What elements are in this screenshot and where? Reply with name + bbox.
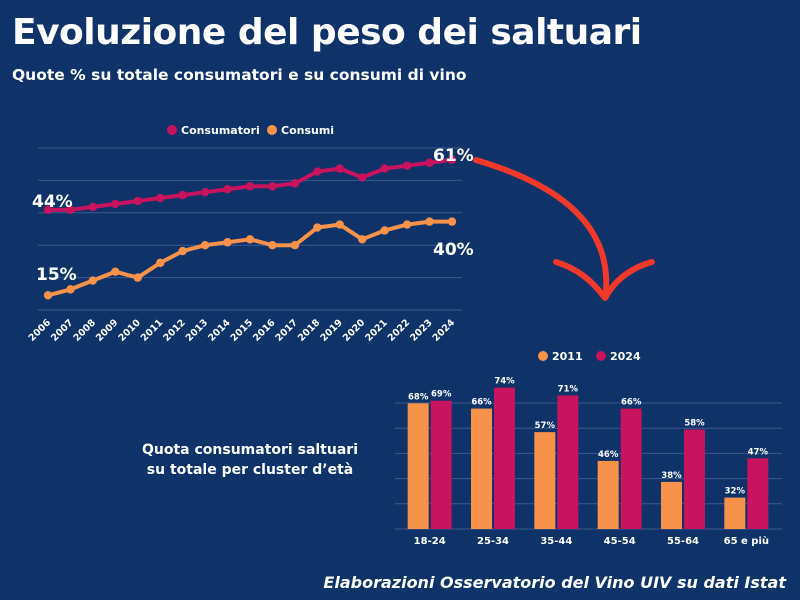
data-point-consumi-2022 <box>402 220 412 229</box>
legend-label-consumatori: Consumatori <box>181 124 260 137</box>
bar-2011-45-54 <box>597 460 619 529</box>
legend-swatch-2024 <box>596 351 606 361</box>
bar-chart-bars: 68% 69% 66% 74% 57% 71% 46% 66% 38% 58% 32% 47% <box>407 377 769 529</box>
data-point-consumatori-2022 <box>402 161 412 170</box>
data-point-consumatori-2009 <box>111 199 120 209</box>
data-point-consumi-2024 <box>447 217 457 226</box>
bar-2011-65 e più <box>724 497 746 529</box>
bar-value-label: 46% <box>598 450 619 460</box>
bar-value-label: 74% <box>494 377 515 387</box>
bar-2011-35-44 <box>534 432 556 529</box>
data-point-consumatori-2013 <box>200 187 210 197</box>
bar-value-label: 68% <box>408 392 429 402</box>
bar-2011-55-64 <box>661 481 682 529</box>
bar-value-label: 66% <box>471 398 492 408</box>
legend-swatch-consumatori <box>167 125 177 135</box>
page-subtitle: Quote % su totale consumatori e su consu… <box>12 66 467 84</box>
legend-swatch-2011 <box>538 351 548 361</box>
line-chart-series <box>43 155 457 300</box>
legend-label-consumi: Consumi <box>281 124 334 137</box>
data-point-consumi-2011 <box>156 258 165 268</box>
annotation-end-consumatori: 61% <box>433 146 474 166</box>
bar-2011-25-34 <box>471 408 492 529</box>
annotation-start-consumi: 15% <box>36 265 77 285</box>
legend-label-2011: 2011 <box>552 350 583 363</box>
bar-value-label: 47% <box>748 447 769 457</box>
bar-2024-45-54 <box>620 408 642 529</box>
legend-label-2024: 2024 <box>610 350 641 363</box>
data-point-consumatori-2008 <box>88 202 98 212</box>
data-point-consumatori-2019 <box>335 164 344 173</box>
bar-value-label: 71% <box>558 384 579 394</box>
data-point-consumatori-2015 <box>245 182 255 191</box>
line-chart-grid <box>38 147 462 311</box>
data-point-consumi-2009 <box>111 267 120 276</box>
data-point-consumatori-2014 <box>223 185 232 194</box>
x-tick-label: 18-24 <box>414 536 446 547</box>
arrow-curve <box>473 157 610 293</box>
data-point-consumatori-2012 <box>178 190 187 200</box>
line-chart-legend: Consumatori Consumi <box>167 124 334 137</box>
x-tick-label: 65 e più <box>724 535 769 547</box>
source-note: Elaborazioni Osservatorio del Vino UIV s… <box>323 573 786 592</box>
data-point-consumatori-2007 <box>66 205 75 215</box>
data-point-consumi-2014 <box>223 238 232 247</box>
bar-2011-18-24 <box>407 403 429 529</box>
cluster-chart-title: Quota consumatori saltuari su totale per… <box>110 440 390 481</box>
data-point-consumi-2012 <box>178 246 187 256</box>
data-point-consumi-2017 <box>290 241 300 250</box>
bar-chart-x-ticks: 18-24 25-34 35-44 45-54 55-64 65 e più <box>414 535 769 547</box>
arrow-head <box>553 259 655 301</box>
bar-2024-18-24 <box>430 400 452 529</box>
bar-value-label: 57% <box>535 421 556 431</box>
data-point-consumatori-2021 <box>380 164 389 173</box>
data-point-consumatori-2016 <box>268 182 277 191</box>
bar-2024-25-34 <box>494 387 515 529</box>
data-point-consumatori-2024 <box>447 155 457 164</box>
data-point-consumi-2013 <box>200 241 210 250</box>
annotation-start-consumatori: 44% <box>32 192 73 212</box>
bar-value-label: 38% <box>661 471 682 481</box>
x-tick-label: 25-34 <box>477 536 509 547</box>
bar-2024-65 e più <box>747 458 769 529</box>
line-chart: Consumatori Consumi 20062007200820092010… <box>27 124 474 344</box>
bar-2024-55-64 <box>684 429 705 529</box>
data-point-consumi-2007 <box>66 285 75 294</box>
x-tick-label: 45-54 <box>604 536 636 547</box>
bar-value-label: 69% <box>431 390 452 400</box>
bar-2024-35-44 <box>557 395 579 529</box>
cluster-title-line-1: Quota consumatori saltuari <box>142 442 358 458</box>
data-point-consumatori-2023 <box>425 158 434 167</box>
data-point-consumatori-2011 <box>156 193 165 203</box>
x-tick-label: 35-44 <box>540 536 572 547</box>
bar-chart-legend: 2011 2024 <box>538 350 641 363</box>
data-point-consumi-2020 <box>358 235 367 244</box>
data-point-consumi-2006 <box>43 291 53 300</box>
legend-swatch-consumi <box>267 125 277 135</box>
cluster-title-line-2: su totale per cluster d’età <box>146 462 354 479</box>
x-tick-label: 55-64 <box>667 536 699 547</box>
data-point-consumi-2023 <box>425 217 434 226</box>
data-point-consumatori-2020 <box>358 173 367 182</box>
bar-value-label: 32% <box>725 487 746 497</box>
data-point-consumi-2010 <box>133 273 142 282</box>
data-point-consumi-2019 <box>335 220 344 229</box>
page-title: Evoluzione del peso dei saltuari <box>12 12 642 53</box>
data-point-consumi-2015 <box>245 235 255 244</box>
bar-chart-grid <box>395 402 782 530</box>
data-point-consumi-2008 <box>88 276 98 285</box>
bar-value-label: 66% <box>621 398 642 408</box>
bar-chart: 2011 2024 68% 69% 66% 74% 57% 71% 46% 66% 38% 58%… <box>395 350 782 547</box>
annotation-end-consumi: 40% <box>433 240 474 260</box>
data-point-consumatori-2017 <box>290 179 300 188</box>
bar-value-label: 58% <box>684 419 705 429</box>
data-point-consumatori-2010 <box>133 196 142 206</box>
data-point-consumatori-2018 <box>313 167 322 176</box>
data-point-consumatori-2006 <box>43 205 53 215</box>
data-point-consumi-2021 <box>380 226 389 235</box>
data-point-consumi-2016 <box>268 241 277 250</box>
data-point-consumi-2018 <box>313 223 322 232</box>
